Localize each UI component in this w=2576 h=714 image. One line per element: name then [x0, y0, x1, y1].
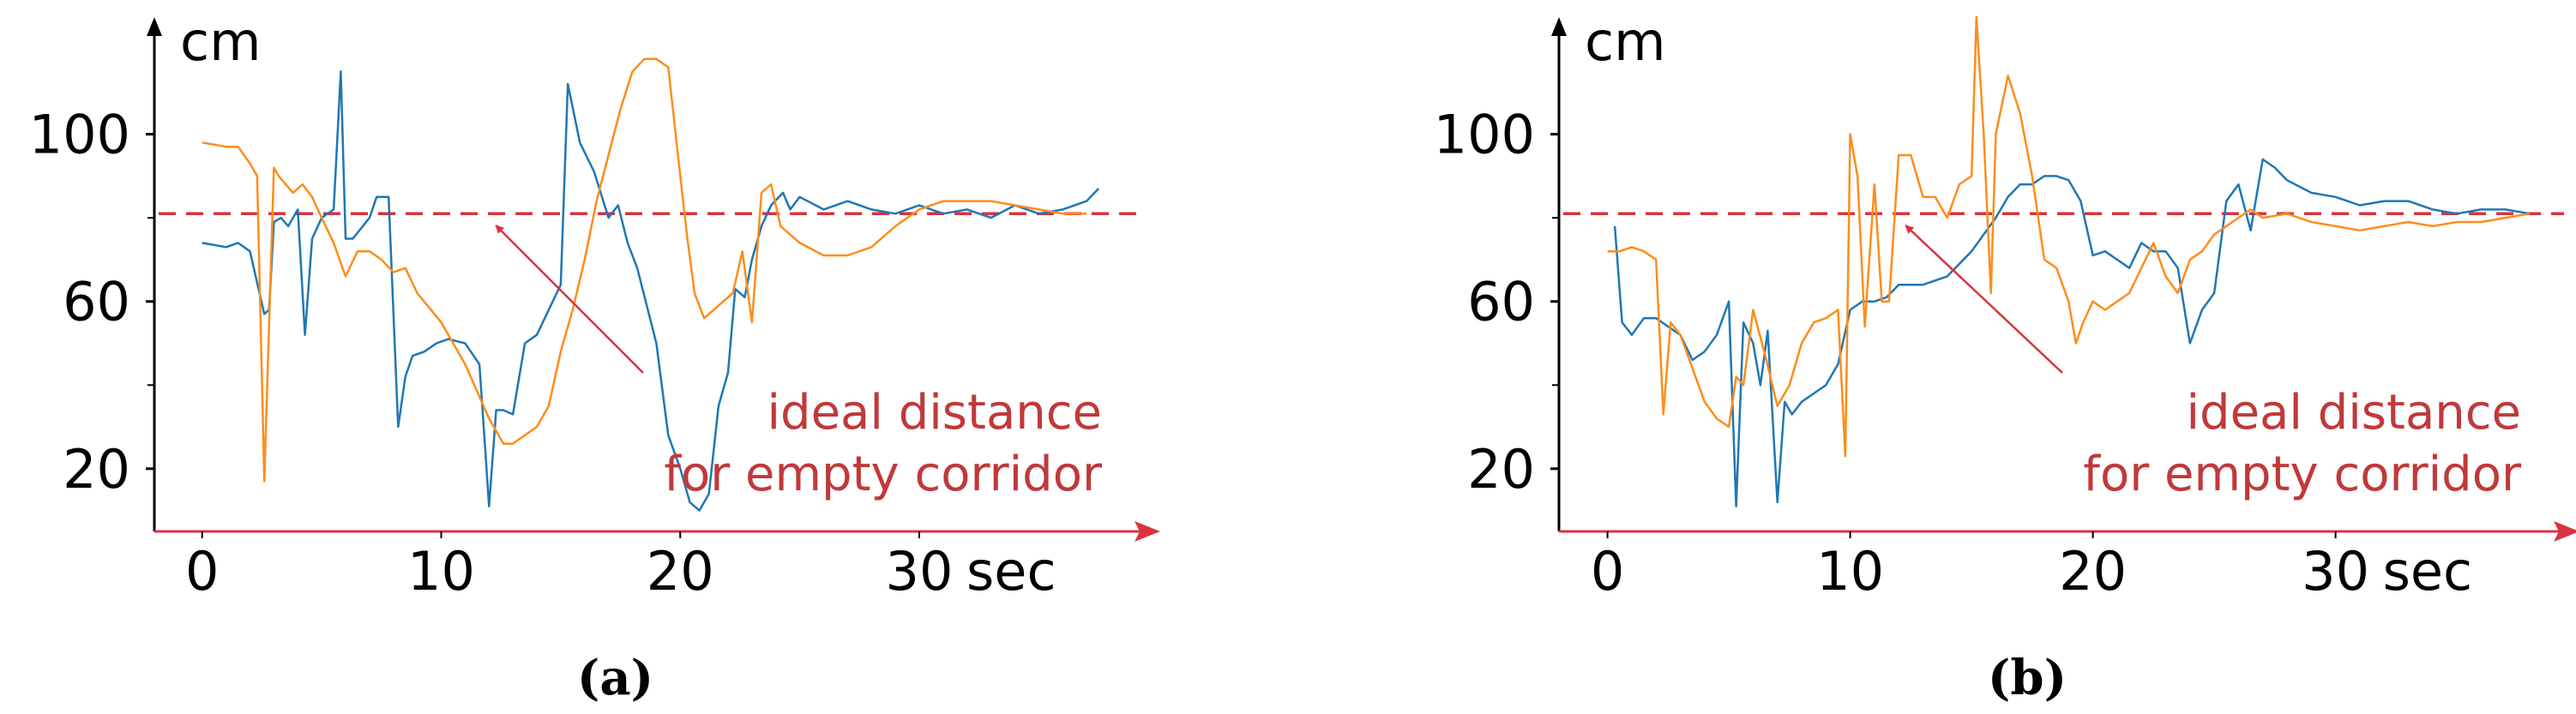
x-tick-label: 20: [2059, 540, 2127, 603]
y-axis-arrowhead: [1551, 17, 1567, 36]
series-line-0: [1613, 158, 2531, 507]
y-tick-label: 60: [1467, 271, 1535, 333]
y-axis-arrowhead: [147, 17, 162, 36]
panel-caption: (b): [1988, 650, 2067, 706]
x-axis-arrowhead: [2554, 521, 2576, 542]
x-tick-label: 30: [2302, 540, 2369, 603]
series-line-1: [1607, 15, 2531, 458]
series-line-1: [202, 57, 1087, 483]
x-tick-label: 10: [407, 540, 475, 603]
chart-panel-b: 100 60 20 0 10 20 30 sec cm ideal distance for emp…: [1434, 10, 2576, 706]
series-line-0: [202, 70, 1100, 512]
annotation-arrow: [1905, 225, 2063, 374]
annotation-label: for empty corridor: [664, 447, 1103, 502]
x-tick-label: 20: [647, 540, 714, 603]
annotation-label: ideal distance: [767, 385, 1102, 441]
annotation-arrow: [495, 225, 644, 374]
annotation-label: ideal distance: [2186, 385, 2521, 441]
y-tick-label: 100: [29, 104, 130, 166]
annotation-label: for empty corridor: [2083, 447, 2522, 502]
y-axis-label: cm: [1585, 10, 1665, 73]
x-tick-label: 30: [886, 540, 954, 603]
x-tick-label: 0: [185, 540, 219, 603]
x-tick-label: 0: [1591, 540, 1624, 603]
x-axis-arrowhead: [1135, 521, 1160, 542]
y-tick-label: 20: [1467, 438, 1535, 501]
y-axis-label: cm: [180, 10, 261, 73]
y-tick-label: 100: [1434, 104, 1535, 166]
panel-caption: (a): [577, 650, 653, 706]
y-tick-label: 60: [63, 271, 130, 333]
x-axis-label: sec: [966, 540, 1056, 603]
y-tick-label: 20: [63, 438, 130, 501]
x-tick-label: 10: [1816, 540, 1884, 603]
x-axis-label: sec: [2383, 540, 2473, 603]
chart-panel-a: 100 60 20 0 10 20 30 sec cm ideal distance for emp…: [29, 10, 1160, 706]
